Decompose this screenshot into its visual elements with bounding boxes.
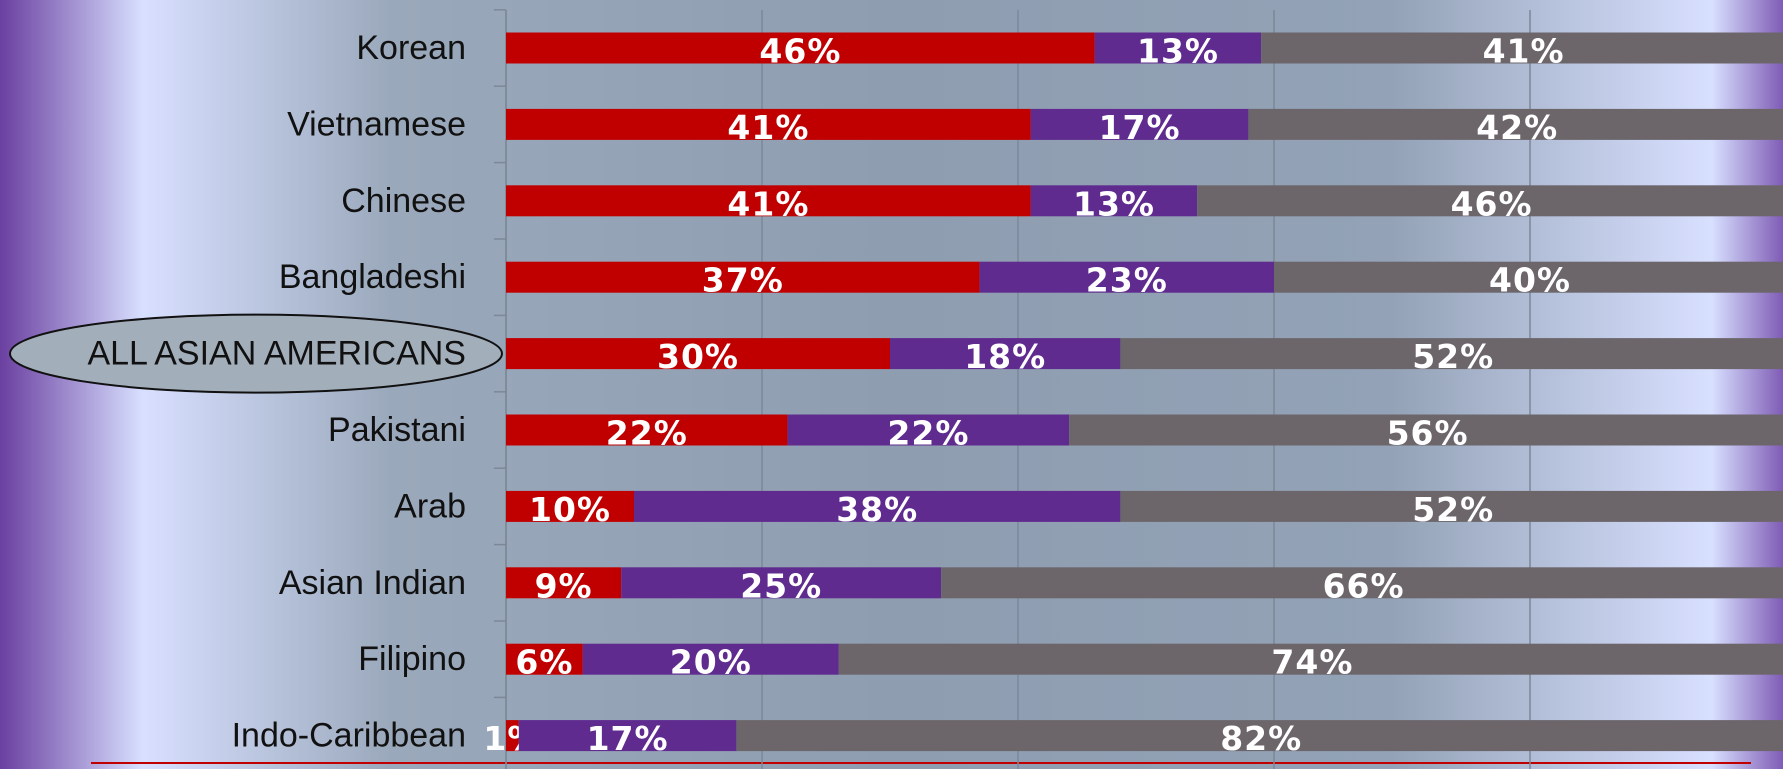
category-label: Asian Indian <box>279 564 466 602</box>
bar-segment <box>787 414 1070 446</box>
value-label: 52% <box>1412 490 1494 529</box>
bar-segment <box>621 567 942 599</box>
value-label: 41% <box>727 184 809 223</box>
bar-segment <box>506 567 622 599</box>
bar-segment <box>941 567 1783 599</box>
bar-segment <box>1274 261 1783 293</box>
value-label: 41% <box>1483 32 1565 71</box>
bar-segment <box>506 490 634 522</box>
highlight-ellipse <box>9 313 503 394</box>
bar-segment <box>736 720 1783 752</box>
bar-segment <box>506 32 1095 64</box>
value-label: 74% <box>1271 643 1353 682</box>
category-label: Chinese <box>341 182 466 220</box>
value-label: 13% <box>1073 184 1155 223</box>
bar-segment <box>1094 32 1262 64</box>
value-label: 10% <box>529 490 611 529</box>
value-label: 38% <box>836 490 918 529</box>
value-label: 22% <box>887 414 969 453</box>
bar-segment <box>506 338 890 370</box>
bar-segment <box>1197 185 1783 217</box>
bar-segment <box>506 261 980 293</box>
bar-segment <box>1030 185 1198 217</box>
value-label: 66% <box>1323 566 1405 605</box>
category-label: Bangladeshi <box>279 258 466 296</box>
bar-segment <box>1120 490 1783 522</box>
value-label: 17% <box>1099 108 1181 147</box>
value-label: 37% <box>702 261 784 300</box>
bar-segment <box>890 338 1121 370</box>
value-label: 30% <box>657 337 739 376</box>
value-label: 17% <box>587 719 669 758</box>
bar-segment <box>1261 32 1783 64</box>
category-label: Pakistani <box>328 411 466 449</box>
bar-segment <box>506 185 1031 217</box>
bar-segment <box>506 720 519 752</box>
bar-segment <box>634 490 1121 522</box>
bar-segment <box>838 643 1783 675</box>
category-label: Korean <box>356 29 466 67</box>
category-label: Vietnamese <box>287 105 466 143</box>
value-label: 46% <box>1451 184 1533 223</box>
bar-segment <box>506 108 1031 140</box>
value-label: 40% <box>1489 261 1571 300</box>
bar-segment <box>582 643 839 675</box>
value-label: 42% <box>1476 108 1558 147</box>
value-label: 41% <box>727 108 809 147</box>
bar-segment <box>1069 414 1783 446</box>
category-label: Arab <box>394 487 466 525</box>
value-label: 13% <box>1137 32 1219 71</box>
value-label: 56% <box>1387 414 1469 453</box>
bar-segment <box>979 261 1274 293</box>
category-label: ALL ASIAN AMERICANS <box>87 335 466 373</box>
value-label: 20% <box>670 643 752 682</box>
bar-segment <box>518 720 737 752</box>
value-label: 23% <box>1086 261 1168 300</box>
value-label: 25% <box>740 566 822 605</box>
category-label: Filipino <box>358 640 466 678</box>
bar-segment <box>506 643 583 675</box>
value-label: 82% <box>1220 719 1302 758</box>
bar-segment <box>1120 338 1783 370</box>
bar-segment <box>506 414 788 446</box>
value-label: 52% <box>1412 337 1494 376</box>
value-label: 9% <box>535 566 593 605</box>
value-label: 18% <box>964 337 1046 376</box>
bar-segment <box>1248 108 1783 140</box>
value-label: 46% <box>759 32 841 71</box>
bar-segment <box>1030 108 1249 140</box>
value-label: 6% <box>515 643 573 682</box>
category-label: Indo-Caribbean <box>232 717 466 755</box>
value-label: 22% <box>606 414 688 453</box>
